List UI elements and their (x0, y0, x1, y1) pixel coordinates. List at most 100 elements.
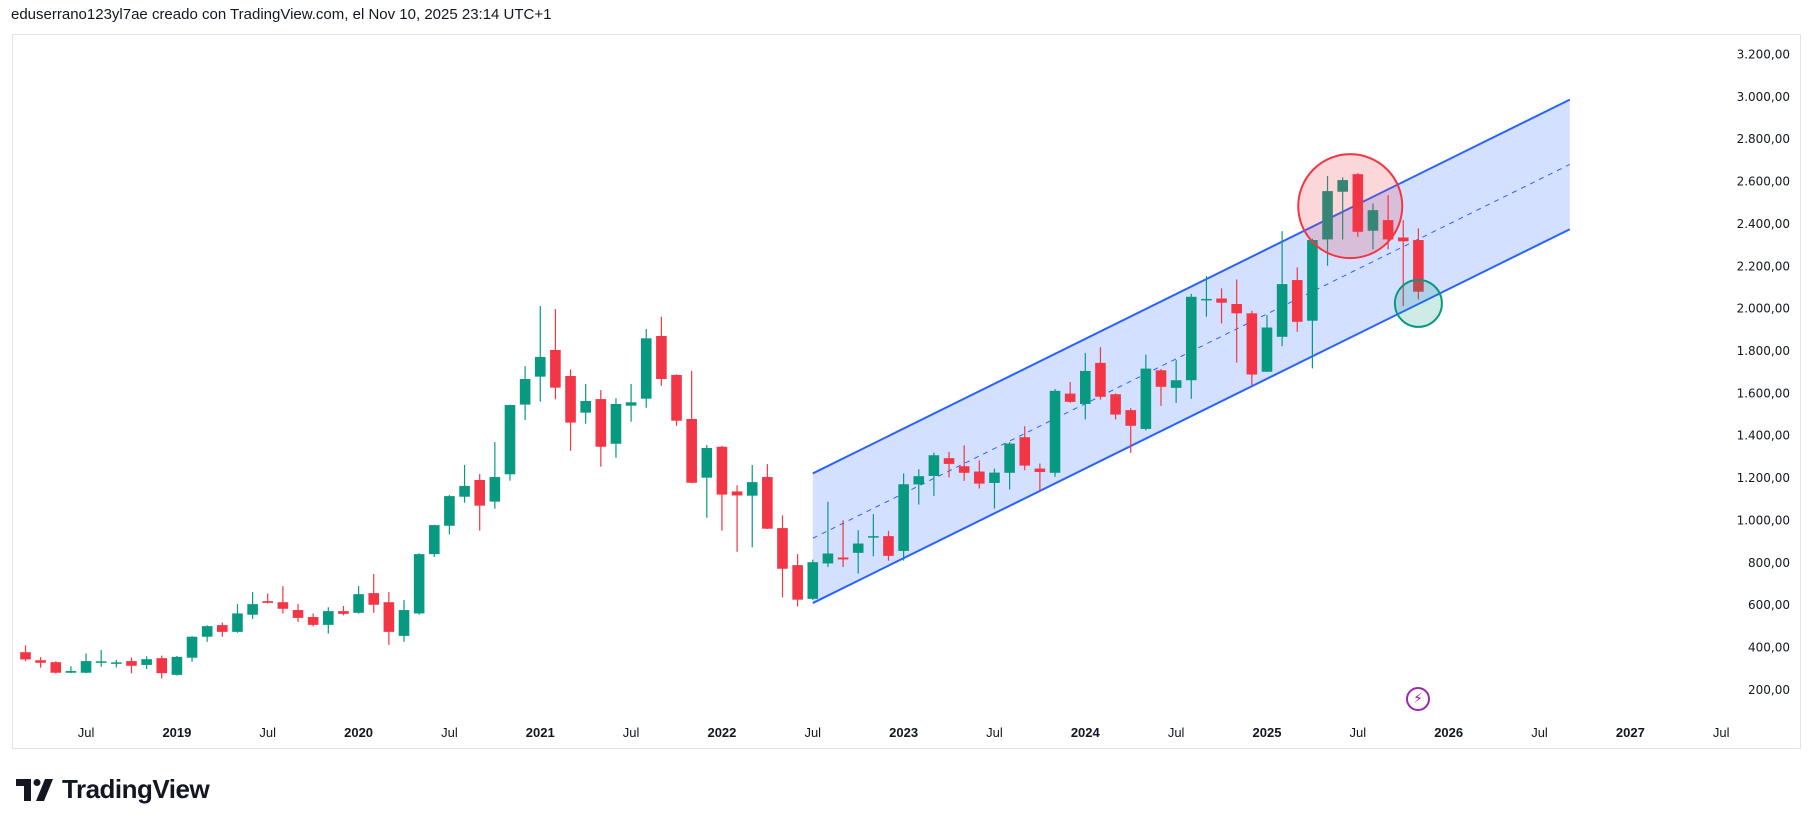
candle (943, 451, 955, 478)
time-tick-label: Jul (1168, 725, 1185, 740)
candle-body (989, 472, 1000, 483)
candle (95, 650, 107, 667)
candle-body (671, 374, 682, 421)
candle (80, 653, 92, 674)
candle (232, 604, 243, 633)
candle (368, 574, 380, 613)
candle (989, 468, 1000, 509)
candle-body (368, 593, 380, 605)
time-tick-label: Jul (986, 725, 1003, 740)
candle-body (913, 476, 925, 485)
candle (1049, 389, 1061, 477)
candle (595, 389, 607, 467)
candle (383, 592, 395, 645)
candle-body (777, 528, 788, 569)
candle-body (504, 405, 516, 475)
candle (868, 514, 879, 557)
candle-body (762, 477, 773, 529)
tradingview-logo[interactable]: TradingView (16, 774, 210, 805)
candle (1185, 293, 1197, 399)
candle-body (413, 554, 425, 614)
candle-body (746, 482, 758, 496)
candle (898, 473, 909, 561)
lightning-icon[interactable]: ⚡ (1406, 687, 1430, 711)
candle (822, 501, 834, 568)
time-tick-label: 2026 (1434, 725, 1463, 740)
candle-body (1140, 368, 1152, 429)
price-tick-label: 3.000,00 (1737, 90, 1790, 104)
channel-upper-line[interactable] (812, 98, 1571, 475)
candles (20, 173, 1424, 679)
chart-pane[interactable] (12, 34, 1801, 749)
time-axis[interactable]: Jul 2019 Jul 2020 Jul 2021 Jul 2022 Jul 2023 Jul 20… (78, 725, 1730, 740)
candle-body (65, 671, 77, 673)
price-tick-label: 1.200,00 (1737, 471, 1790, 485)
highlight-circles[interactable] (1297, 153, 1443, 328)
candle-body (398, 610, 410, 636)
time-tick-label: 2019 (162, 725, 191, 740)
candle-body (1307, 240, 1318, 321)
price-axis[interactable]: 3.200,00 3.000,00 2.800,00 2.600,00 2.400,00… (1737, 48, 1790, 697)
candle-body (232, 613, 243, 632)
candle (1034, 463, 1046, 491)
channel-lower-line[interactable] (812, 228, 1571, 604)
candle-body (292, 610, 304, 618)
time-tick-label: Jul (1350, 725, 1367, 740)
candle-body (534, 356, 546, 377)
candle-body (807, 562, 819, 599)
candle-body (701, 448, 713, 478)
candle (565, 369, 576, 451)
candle-body (262, 601, 274, 603)
candle (247, 592, 258, 619)
candle-body (1049, 390, 1061, 473)
candle-body (111, 662, 122, 664)
candle (928, 452, 940, 496)
candle-body (338, 611, 349, 614)
candle (338, 606, 349, 616)
candle (550, 309, 561, 400)
candle (35, 657, 46, 668)
candle (1095, 347, 1106, 400)
green-highlight-circle[interactable] (1393, 278, 1443, 328)
candle-body (459, 485, 470, 497)
red-highlight-circle[interactable] (1297, 153, 1404, 260)
price-tick-label: 2.400,00 (1737, 217, 1790, 231)
candle (580, 384, 591, 424)
candle (1261, 315, 1273, 372)
price-tick-label: 2.600,00 (1737, 175, 1790, 189)
candle (126, 657, 137, 674)
candle-body (958, 466, 970, 473)
candle (1019, 426, 1031, 471)
candle (1337, 177, 1348, 240)
candle-body (1019, 437, 1031, 466)
candle-body (1231, 304, 1242, 314)
time-tick-label: 2025 (1253, 725, 1282, 740)
candle-body (307, 617, 319, 625)
price-tick-label: 1.400,00 (1737, 429, 1790, 443)
candle-body (974, 471, 985, 484)
price-tick-label: 2.200,00 (1737, 259, 1790, 273)
price-tick-label: 2.800,00 (1737, 132, 1790, 146)
candle (731, 485, 743, 552)
candle (1322, 176, 1333, 266)
candle-body (1125, 410, 1137, 426)
candle-body (1246, 313, 1258, 375)
candle-body (1367, 210, 1379, 231)
candle (459, 464, 470, 503)
candle (262, 593, 274, 604)
candle (837, 520, 849, 568)
candle-body (1413, 240, 1424, 292)
candle (1004, 442, 1015, 490)
candle-body (1291, 280, 1303, 322)
candle (1367, 203, 1379, 250)
candle (65, 666, 77, 674)
price-tick-label: 3.200,00 (1737, 48, 1790, 62)
candle (807, 559, 819, 600)
candle-body (1382, 220, 1394, 240)
candle (1110, 393, 1121, 420)
price-tick-label: 400,00 (1748, 641, 1790, 655)
price-tick-label: 1.000,00 (1737, 513, 1790, 527)
candle (323, 607, 334, 634)
candle-body (95, 661, 107, 663)
